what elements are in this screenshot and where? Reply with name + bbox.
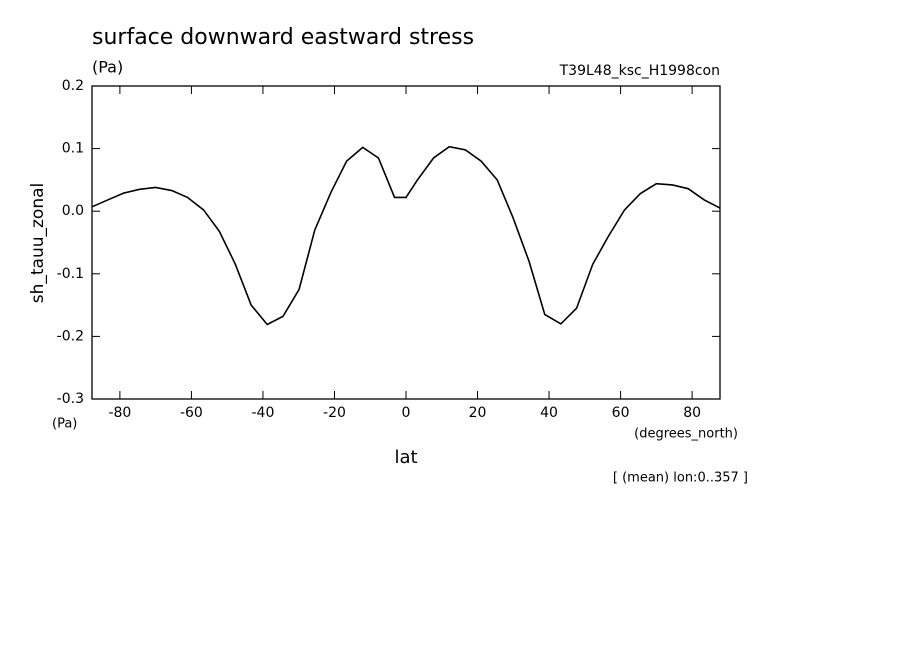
x-tick-label: -40	[252, 405, 275, 421]
x-tick-label: 40	[540, 405, 558, 421]
x-unit: (degrees_north)	[634, 427, 738, 442]
run-label: T39L48_ksc_H1998con	[559, 63, 720, 79]
x-axis-label: lat	[394, 447, 417, 468]
data-line	[91, 145, 721, 326]
x-tick-label: -60	[180, 405, 203, 421]
y-tick-label: 0.2	[62, 78, 84, 94]
x-tick-label: 0	[402, 405, 411, 421]
y-unit: (Pa)	[52, 417, 77, 432]
y-tick-label: -0.1	[57, 266, 84, 282]
x-tick-label: 20	[469, 405, 487, 421]
chart-subtitle: (Pa)	[92, 58, 123, 77]
plot-frame	[91, 85, 721, 400]
x-tick-label: 80	[683, 405, 701, 421]
y-axis-label: sh_tauu_zonal	[28, 183, 48, 304]
y-tick-label: 0.1	[62, 141, 84, 157]
x-tick-label: -80	[108, 405, 131, 421]
annotation: [ (mean) lon:0..357 ]	[613, 471, 748, 486]
x-tick-label: 60	[612, 405, 630, 421]
y-tick-label: -0.2	[57, 328, 84, 344]
x-tick-label: -20	[323, 405, 346, 421]
chart-title: surface downward eastward stress	[92, 25, 474, 50]
y-tick-label: 0.0	[62, 203, 84, 219]
y-tick-label: -0.3	[57, 391, 84, 407]
